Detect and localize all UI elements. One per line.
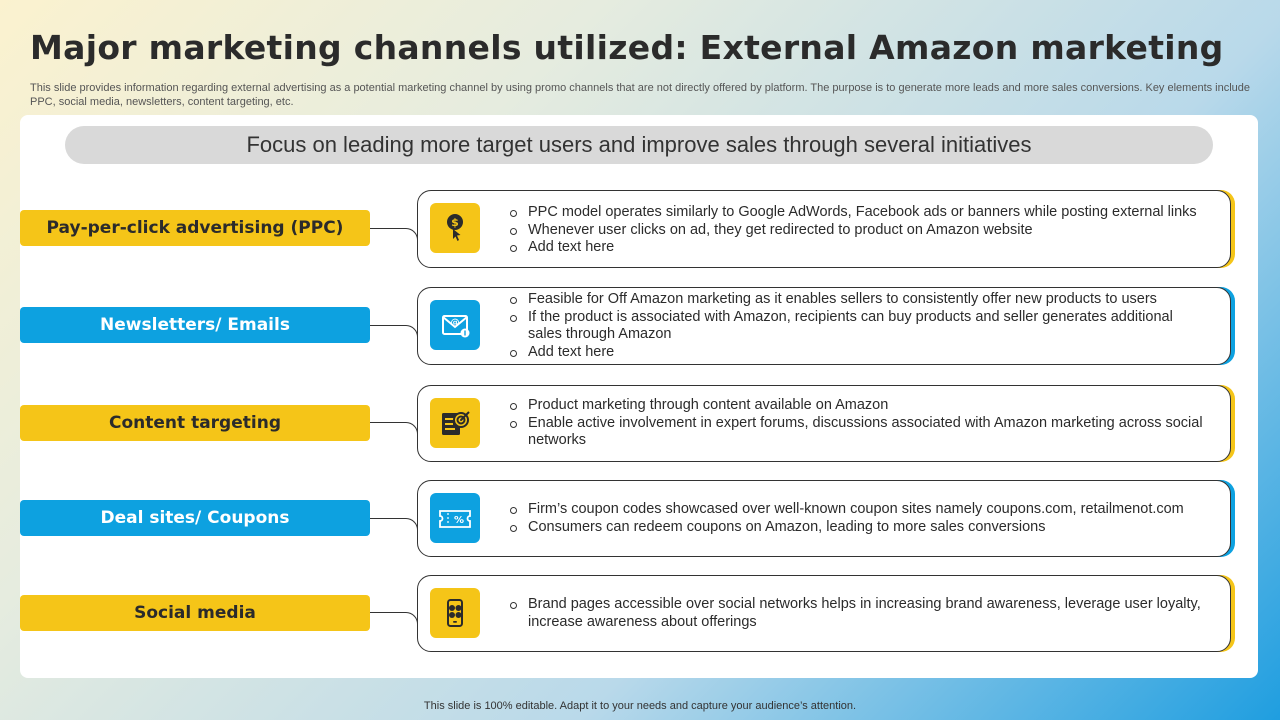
channel-label: Content targeting bbox=[20, 405, 370, 441]
channel-detail-box: % Firm’s coupon codes showcased over wel… bbox=[417, 480, 1231, 557]
channel-label: Social media bbox=[20, 595, 370, 631]
bullet-list: PPC model operates similarly to Google A… bbox=[510, 204, 1210, 257]
bullet-item: If the product is associated with Amazon… bbox=[510, 309, 1210, 344]
bullet-item: Add text here bbox=[510, 239, 1210, 257]
bullet-item: Enable active involvement in expert foru… bbox=[510, 415, 1210, 450]
connector-line bbox=[370, 612, 418, 630]
bullet-item: Product marketing through content availa… bbox=[510, 397, 1210, 415]
svg-text:$: $ bbox=[451, 216, 459, 229]
svg-text:@: @ bbox=[451, 318, 460, 328]
bullet-item: Brand pages accessible over social netwo… bbox=[510, 596, 1210, 631]
social-media-phone-icon bbox=[430, 588, 480, 638]
dollar-click-icon: $ bbox=[430, 203, 480, 253]
bullet-list: Firm’s coupon codes showcased over well-… bbox=[510, 501, 1210, 536]
channel-detail-box: Product marketing through content availa… bbox=[417, 385, 1231, 462]
connector-line bbox=[370, 325, 418, 343]
channel-label: Newsletters/ Emails bbox=[20, 307, 370, 343]
bullet-list: Feasible for Off Amazon marketing as it … bbox=[510, 291, 1210, 361]
footer-note: This slide is 100% editable. Adapt it to… bbox=[423, 700, 857, 712]
svg-text:%: % bbox=[454, 515, 464, 526]
connector-line bbox=[370, 228, 418, 246]
email-newsletter-icon: @ bbox=[430, 300, 480, 350]
bullet-list: Product marketing through content availa… bbox=[510, 397, 1210, 450]
target-content-icon bbox=[430, 398, 480, 448]
connector-line bbox=[370, 518, 418, 536]
channel-label: Deal sites/ Coupons bbox=[20, 500, 370, 536]
page-subtitle: This slide provides information regardin… bbox=[30, 82, 1251, 108]
bullet-list: Brand pages accessible over social netwo… bbox=[510, 596, 1210, 631]
channel-detail-box: Brand pages accessible over social netwo… bbox=[417, 575, 1231, 652]
bullet-item: Firm’s coupon codes showcased over well-… bbox=[510, 501, 1210, 519]
connector-line bbox=[370, 422, 418, 440]
channel-label: Pay-per-click advertising (PPC) bbox=[20, 210, 370, 246]
bullet-item: Whenever user clicks on ad, they get red… bbox=[510, 222, 1210, 240]
bullet-item: PPC model operates similarly to Google A… bbox=[510, 204, 1210, 222]
bullet-item: Feasible for Off Amazon marketing as it … bbox=[510, 291, 1210, 309]
channel-detail-box: @ Feasible for Off Amazon marketing as i… bbox=[417, 287, 1231, 365]
bullet-item: Consumers can redeem coupons on Amazon, … bbox=[510, 519, 1210, 537]
bullet-item: Add text here bbox=[510, 344, 1210, 362]
focus-banner: Focus on leading more target users and i… bbox=[65, 126, 1213, 164]
page-title: Major marketing channels utilized: Exter… bbox=[30, 28, 1224, 67]
channel-detail-box: $ PPC model operates similarly to Google… bbox=[417, 190, 1231, 268]
content-card: Focus on leading more target users and i… bbox=[20, 115, 1258, 678]
coupon-icon: % bbox=[430, 493, 480, 543]
